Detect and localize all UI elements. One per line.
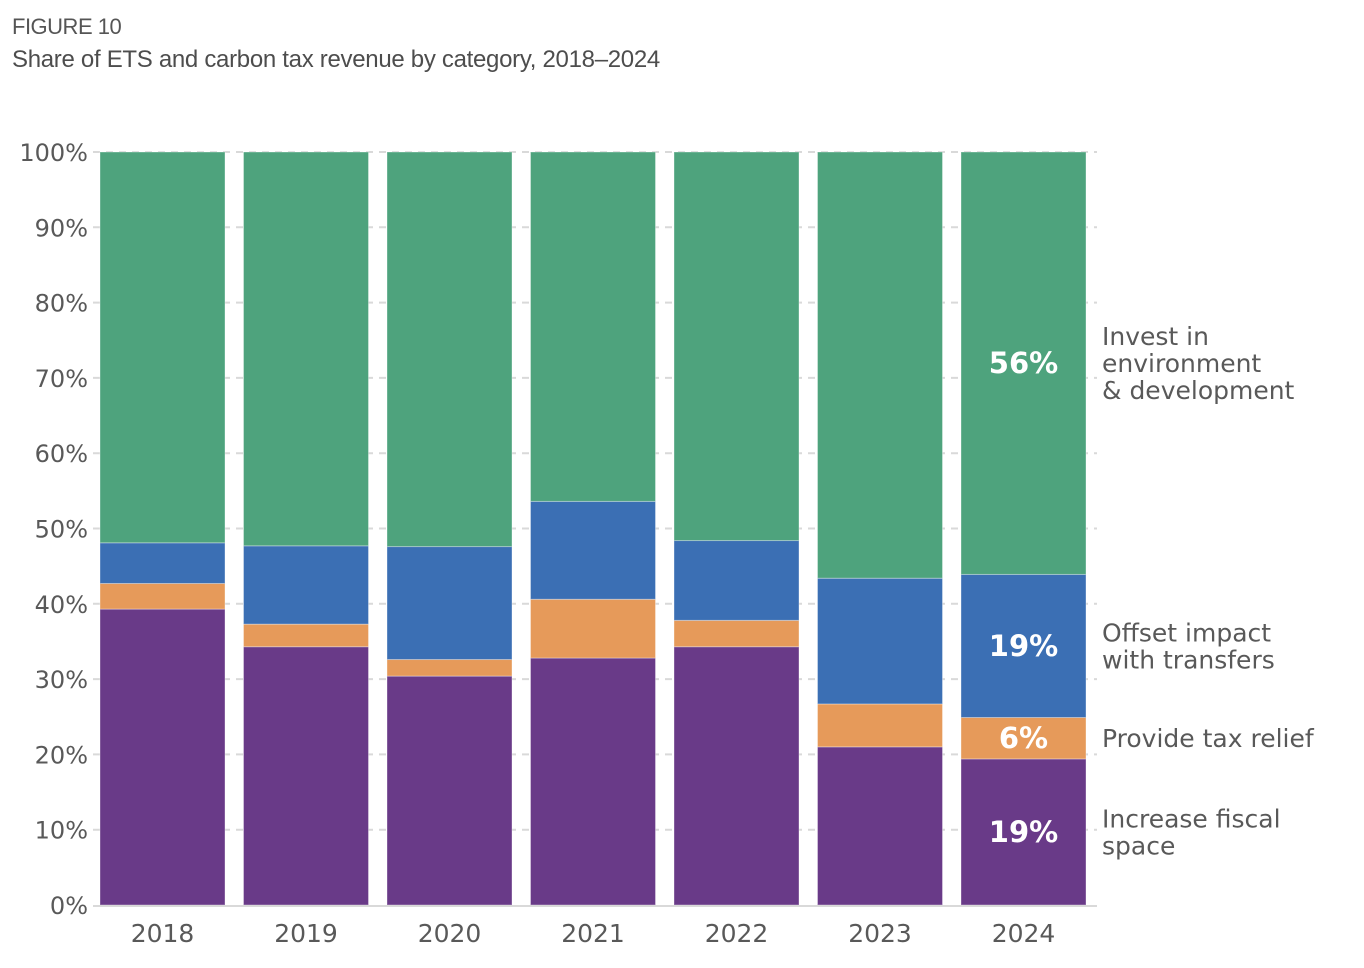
bar-segment	[673, 646, 800, 906]
y-tick-label: 10%	[35, 817, 88, 845]
bar-segment	[243, 623, 369, 648]
legend-label: environment	[1102, 349, 1261, 378]
bar-segment	[673, 540, 800, 621]
x-tick-label: 2018	[131, 919, 195, 948]
x-tick-label: 2021	[561, 919, 625, 948]
y-tick-label: 80%	[35, 290, 88, 318]
bar-segment	[243, 151, 369, 547]
bar-stack	[673, 151, 800, 906]
y-tick-label: 50%	[35, 516, 88, 544]
bar-segment	[817, 703, 943, 748]
bar-segment	[817, 151, 943, 579]
y-tick-label: 60%	[35, 440, 88, 468]
data-label: 56%	[989, 346, 1058, 380]
legend-label: with transfers	[1102, 645, 1275, 674]
bar-segment	[530, 151, 656, 502]
figure-title: Share of ETS and carbon tax revenue by c…	[12, 46, 660, 73]
bar-segment	[99, 608, 226, 906]
bar-segment	[386, 151, 513, 548]
bar-stack	[386, 151, 513, 906]
bar-segment	[99, 151, 226, 544]
y-tick-label: 0%	[50, 892, 88, 920]
bar-segment	[99, 582, 226, 610]
y-tick-label: 90%	[35, 214, 88, 242]
data-label: 19%	[989, 815, 1058, 849]
y-tick-label: 100%	[19, 139, 88, 167]
figure-label: FIGURE 10	[12, 14, 122, 39]
x-tick-label: 2023	[848, 919, 912, 948]
legend-label: & development	[1102, 376, 1295, 405]
data-labels: 56% 19% 6% 19%	[989, 346, 1058, 849]
bar-segment	[530, 500, 656, 600]
bar-stack	[960, 151, 1087, 906]
bar-segment	[673, 151, 800, 542]
x-tick-label: 2020	[418, 919, 482, 948]
legend-item: Provide tax relief	[1102, 724, 1315, 753]
legend-label: Provide tax relief	[1102, 724, 1315, 753]
legend-label: Increase fiscal	[1102, 804, 1281, 833]
bar-segment	[243, 545, 369, 625]
bar-segment	[99, 542, 226, 584]
bar-segment	[386, 675, 513, 906]
bar-segment	[530, 598, 656, 659]
x-tick-label: 2022	[705, 919, 769, 948]
y-tick-label: 40%	[35, 591, 88, 619]
data-label: 6%	[999, 721, 1048, 755]
bar-segment	[530, 657, 656, 906]
y-tick-label: 70%	[35, 365, 88, 393]
data-label: 19%	[989, 629, 1058, 663]
bar-stack	[530, 151, 656, 906]
bar-stack	[243, 151, 369, 906]
x-tick-label: 2024	[992, 919, 1056, 948]
bar-segment	[817, 746, 943, 906]
bar-stack	[817, 151, 943, 906]
legend-label: space	[1102, 831, 1175, 860]
bar-segment	[386, 659, 513, 677]
y-tick-label: 30%	[35, 666, 88, 694]
x-tick-label: 2019	[274, 919, 338, 948]
legend-label: Invest in	[1102, 322, 1209, 351]
bar-segment	[673, 619, 800, 648]
x-axis: 2018 2019 2020 2021 2022 2023 2024	[131, 919, 1056, 948]
bar-segment	[386, 546, 513, 661]
bars	[99, 151, 1087, 906]
bar-segment	[960, 151, 1087, 575]
bar-stack	[99, 151, 226, 906]
legend-label: Offset impact	[1102, 618, 1271, 647]
y-axis: 0% 10% 20% 30% 40% 50% 60% 70% 80% 90% 100%	[19, 139, 88, 920]
bar-segment	[243, 646, 369, 906]
bar-segment	[817, 577, 943, 705]
y-tick-label: 20%	[35, 741, 88, 769]
